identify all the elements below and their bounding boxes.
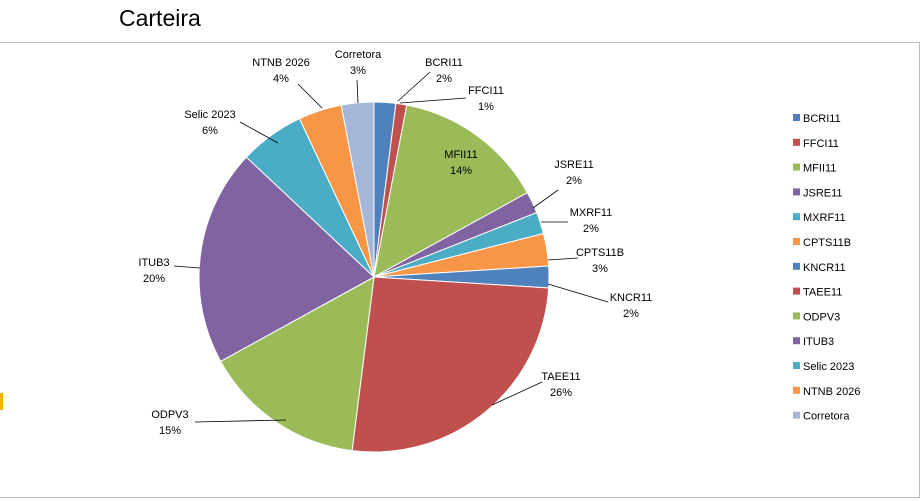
leader-line	[297, 83, 323, 109]
data-label-percent: 2%	[623, 308, 639, 320]
leader-line	[356, 79, 359, 104]
legend-entry[interactable]: ODPV3	[803, 311, 840, 323]
legend-swatch	[793, 163, 800, 171]
data-label-percent: 26%	[550, 387, 572, 399]
data-label-percent: 6%	[202, 125, 218, 137]
data-label-name: JSRE11	[554, 159, 594, 171]
pie-slice-odpv3[interactable]	[219, 276, 375, 452]
chart-title: Carteira	[119, 5, 201, 31]
data-label-name: MFII11	[444, 149, 477, 161]
data-label-name: Selic 2023	[184, 109, 235, 121]
data-label-name: BCRI11	[425, 57, 463, 69]
data-label-name: TAEE11	[541, 371, 580, 383]
cell-selection-marker	[0, 393, 3, 410]
legend-entry[interactable]: TAEE11	[803, 287, 842, 299]
leader-line	[173, 265, 201, 269]
legend-entry[interactable]: CPTS11B	[803, 237, 851, 249]
data-label-percent: 1%	[478, 101, 494, 113]
legend-entry[interactable]: BCRI11	[803, 113, 841, 125]
leader-line	[239, 121, 279, 144]
legend-swatch	[793, 188, 800, 196]
legend-entry[interactable]: MXRF11	[803, 212, 846, 224]
data-label-percent: 4%	[273, 73, 289, 85]
leader-line	[547, 283, 609, 303]
legend-swatch	[793, 114, 800, 121]
data-label-percent: 3%	[592, 263, 608, 275]
legend-swatch	[793, 362, 800, 369]
data-label-percent: 2%	[583, 223, 599, 235]
leader-line	[547, 257, 579, 261]
data-label-name: FFCI11	[468, 85, 504, 97]
leader-line	[491, 381, 543, 406]
leader-line	[194, 419, 287, 423]
legend-swatch	[793, 138, 800, 146]
legend-swatch	[793, 213, 800, 221]
data-label-name: CPTS11B	[576, 247, 624, 259]
chart-area[interactable]	[0, 42, 920, 498]
data-label-percent: 20%	[143, 273, 165, 285]
legend-entry[interactable]: MFII11	[803, 163, 836, 175]
pie-slice-taee11[interactable]	[351, 276, 550, 453]
legend-swatch	[793, 386, 800, 394]
legend-swatch	[793, 262, 800, 270]
pie-slice-corretora[interactable]	[340, 101, 375, 278]
legend-entry[interactable]: JSRE11	[803, 187, 843, 199]
data-label-name: ITUB3	[138, 257, 169, 269]
legend-entry[interactable]: ITUB3	[803, 336, 834, 348]
pie-slice-itub3[interactable]	[198, 156, 375, 362]
legend-swatch	[793, 411, 800, 419]
legend-entry[interactable]: Selic 2023	[803, 361, 854, 373]
title-bar: Carteira	[0, 0, 923, 43]
data-label-percent: 2%	[566, 175, 582, 187]
legend-swatch	[793, 287, 800, 295]
legend-swatch	[793, 238, 800, 245]
legend-entry[interactable]: KNCR11	[803, 262, 846, 274]
data-label-name: Corretora	[335, 49, 382, 61]
leader-line	[532, 189, 559, 209]
leader-line	[399, 97, 467, 104]
data-label-percent: 2%	[436, 73, 452, 85]
legend-entry[interactable]: Corretora	[803, 411, 850, 423]
legend-entry[interactable]: FFCI11	[803, 138, 839, 150]
data-label-name: NTNB 2026	[252, 57, 309, 69]
data-label-percent: 3%	[350, 65, 366, 77]
legend-swatch	[793, 312, 800, 320]
data-label-percent: 15%	[159, 425, 181, 437]
legend-swatch	[793, 337, 800, 345]
pie-slice-mfii11[interactable]	[373, 104, 529, 278]
data-label-name: MXRF11	[570, 207, 613, 219]
legend-entry[interactable]: NTNB 2026	[803, 386, 860, 398]
data-label-percent: 14%	[450, 165, 472, 177]
data-label-name: ODPV3	[151, 409, 188, 421]
leader-line	[397, 71, 431, 102]
data-label-name: KNCR11	[610, 292, 653, 304]
